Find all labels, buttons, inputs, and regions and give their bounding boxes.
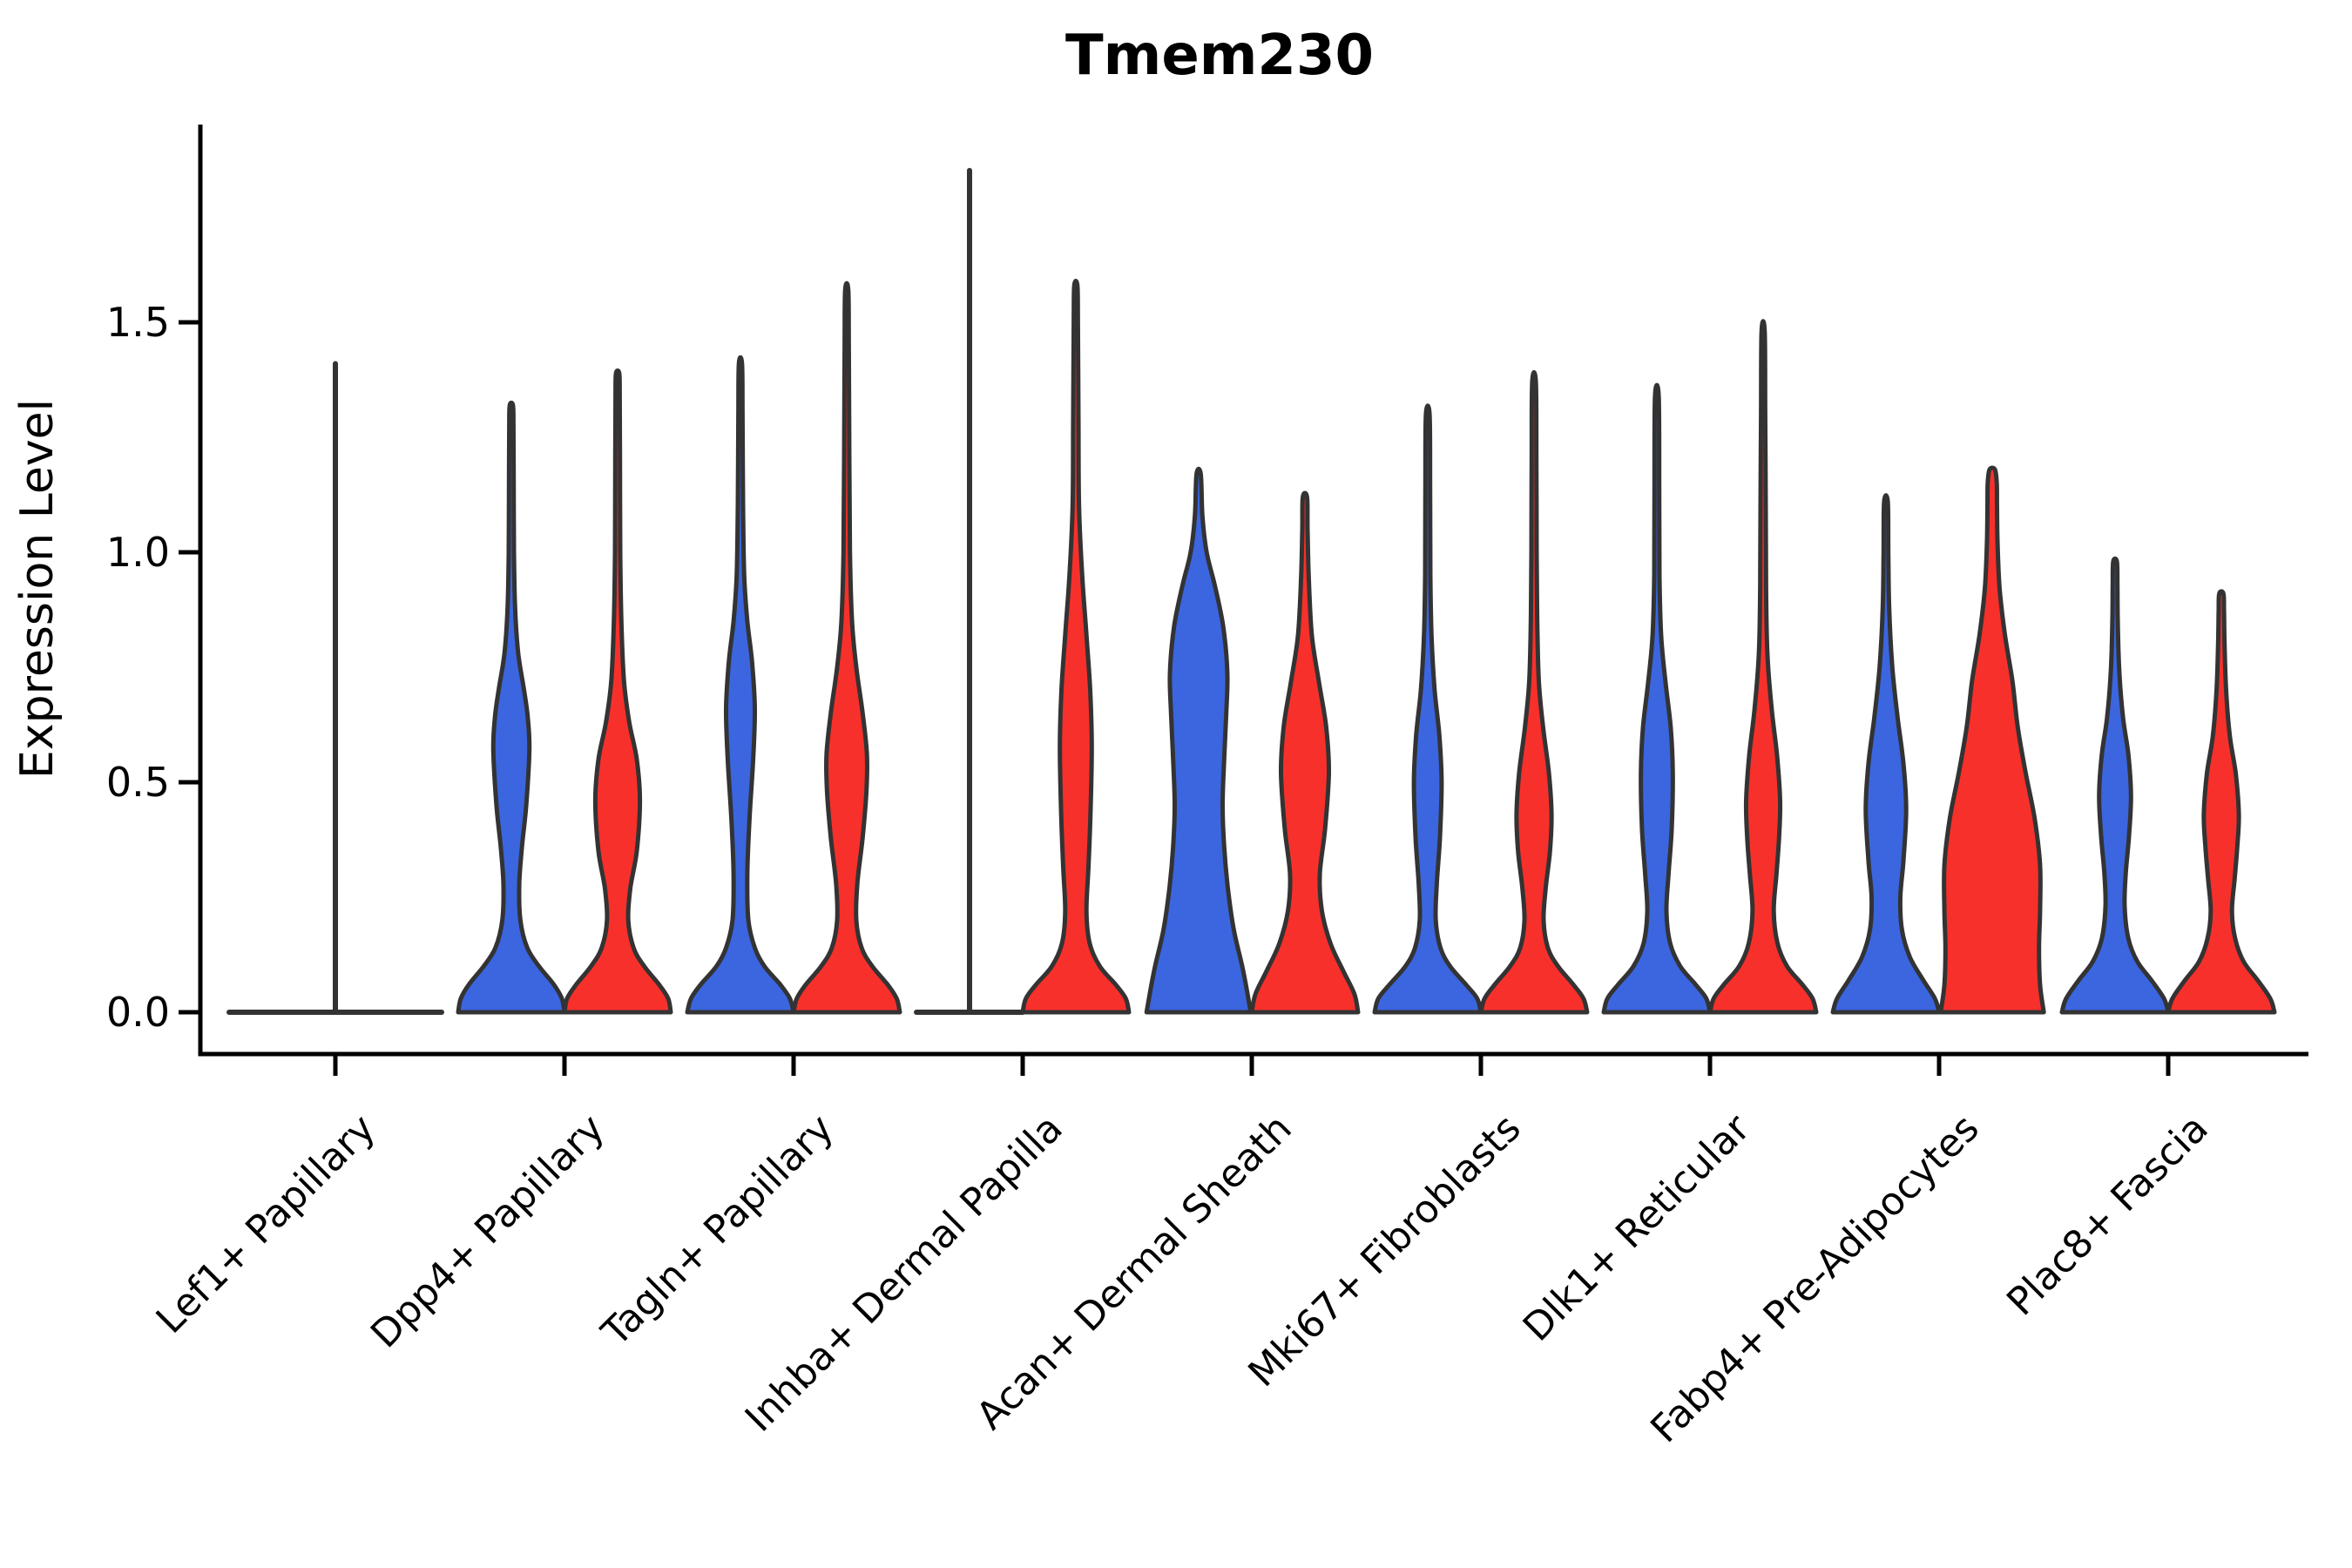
violin-fabp4-pre-adipocytes-blue: [1830, 493, 1942, 1015]
chart-title: Tmem230: [1065, 24, 1374, 88]
y-ticks: 0.0 0.5 1.0 1.5: [106, 299, 200, 1036]
violin-group-fabp4-pre-adipocytes: [1830, 465, 2046, 1015]
violin-group-plac8-fascia: [2059, 556, 2277, 1015]
violin-group-inhba-dermal-papilla: [914, 167, 1132, 1015]
violin-tagln-papillary-red: [791, 280, 902, 1015]
violin-group-mki67-fibroblasts: [1372, 369, 1590, 1015]
violin-acan-dermal-sheath-red: [1249, 490, 1361, 1015]
violin-plac8-fascia-blue: [2059, 556, 2171, 1015]
violin-dpp4-papillary-blue: [456, 400, 567, 1015]
violin-dlk1-reticular-blue: [1601, 382, 1713, 1015]
y-axis-label: Expression Level: [11, 399, 64, 779]
violin-fabp4-pre-adipocytes-red: [1938, 465, 2046, 1015]
violin-group-dpp4-papillary: [456, 368, 673, 1015]
y-tick-label-0.5: 0.5: [106, 759, 170, 806]
violin-group-lef1-papillary: [226, 361, 444, 1015]
violin-group-dlk1-reticular: [1601, 319, 1819, 1015]
violin-dpp4-papillary-red: [562, 368, 673, 1015]
y-tick-label-0.0: 0.0: [106, 989, 170, 1036]
violin-inhba-dermal-papilla-red: [1020, 278, 1132, 1015]
violin-mki67-fibroblasts-blue: [1372, 403, 1484, 1015]
violin-group-tagln-papillary: [685, 280, 902, 1015]
violin-plac8-fascia-red: [2166, 589, 2277, 1015]
violin-dlk1-reticular-red: [1707, 319, 1819, 1015]
violins-layer: [226, 167, 2277, 1015]
violin-acan-dermal-sheath-blue: [1144, 466, 1254, 1015]
violin-tagln-papillary-blue: [685, 355, 796, 1015]
y-tick-label-1.0: 1.0: [106, 529, 170, 576]
violin-group-acan-dermal-sheath: [1144, 466, 1361, 1015]
y-tick-label-1.5: 1.5: [106, 299, 170, 346]
violin-mki67-fibroblasts-red: [1478, 369, 1590, 1015]
